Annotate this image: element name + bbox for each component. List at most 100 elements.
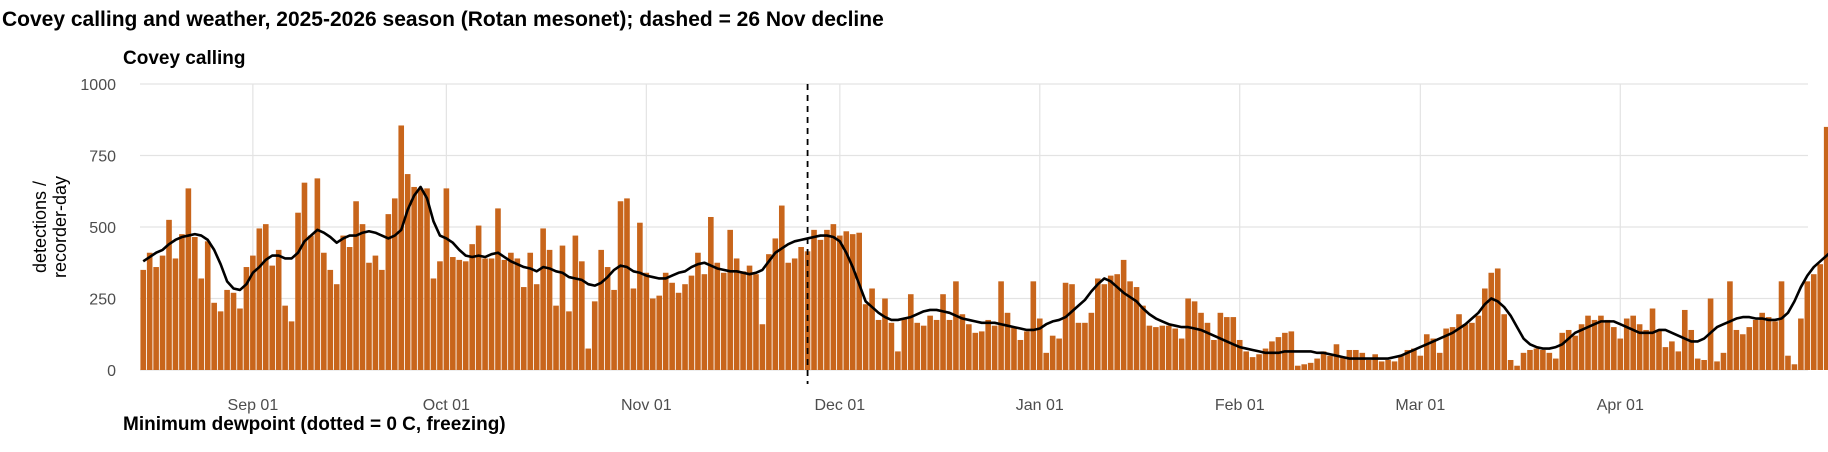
bar (837, 235, 843, 370)
bar (1095, 278, 1101, 370)
bar (1501, 314, 1507, 370)
bar (1004, 312, 1011, 370)
bar (914, 322, 921, 370)
bar (262, 224, 269, 370)
bar (1636, 324, 1643, 370)
bar (1598, 315, 1604, 370)
bar (488, 258, 495, 370)
bar (579, 261, 585, 370)
bar (1320, 351, 1327, 370)
bar (1378, 361, 1385, 370)
bar (1224, 317, 1230, 370)
bar (1578, 324, 1585, 370)
bar (740, 271, 746, 370)
bar (959, 314, 966, 370)
bar (1243, 351, 1249, 370)
bar (482, 258, 488, 370)
bar (1140, 305, 1146, 370)
bar (727, 229, 733, 370)
trend-line (142, 185, 1828, 360)
bar (888, 322, 895, 370)
bar (940, 294, 946, 370)
bar (282, 305, 288, 370)
bar (1017, 339, 1024, 370)
bar (791, 258, 798, 370)
bar (1798, 318, 1804, 370)
bar (456, 259, 463, 370)
bar (1611, 327, 1617, 370)
bar (895, 351, 901, 370)
bar (753, 274, 759, 370)
bar (1082, 322, 1088, 370)
bar (985, 319, 991, 370)
bar (662, 272, 669, 370)
bar (411, 186, 417, 370)
bar (1475, 315, 1482, 370)
bar (1049, 335, 1056, 370)
bar (1514, 365, 1520, 370)
bar (1785, 355, 1791, 370)
axes: 0 250 500 750 1000 Sep 01 Oct 01 Nov 01 Dec 01 Ja… (30, 77, 1644, 414)
bar (966, 324, 972, 370)
bar (611, 289, 617, 370)
bar (559, 245, 566, 370)
bar (1307, 362, 1314, 370)
bar (1656, 329, 1662, 370)
bar (598, 249, 604, 370)
bar (1623, 318, 1630, 370)
x-tick-label: Nov 01 (621, 397, 672, 414)
bar (933, 319, 940, 370)
bar (295, 212, 301, 370)
y-tick-label: 0 (107, 363, 116, 380)
bar (1436, 352, 1443, 370)
bar (759, 324, 766, 370)
bar (624, 198, 630, 370)
bar (321, 252, 327, 370)
bar (1423, 334, 1430, 370)
bar (1604, 319, 1611, 370)
bar (424, 188, 430, 370)
bar (501, 259, 508, 370)
line-series (142, 185, 1828, 360)
bar (733, 258, 740, 370)
bar (1191, 301, 1198, 370)
bar (185, 188, 192, 370)
bar (1062, 282, 1069, 370)
bar (250, 255, 256, 370)
bar (875, 319, 882, 370)
bar (1256, 354, 1262, 370)
bar (1740, 334, 1746, 370)
bar (604, 267, 611, 370)
bar (778, 205, 785, 370)
bar (1333, 344, 1340, 370)
bar (766, 254, 772, 370)
bar (179, 234, 185, 370)
bar (146, 252, 153, 370)
bar (1114, 274, 1120, 370)
bar (720, 272, 727, 370)
x-tick-label: Sep 01 (228, 397, 279, 414)
bar (669, 282, 675, 370)
bar (1533, 348, 1540, 370)
bar (1372, 354, 1378, 370)
bar (314, 178, 321, 370)
bar (443, 188, 450, 370)
bar (1688, 329, 1695, 370)
bar (1669, 341, 1675, 370)
bar (708, 216, 714, 370)
bar (172, 258, 179, 370)
bar (1540, 349, 1546, 370)
bar (1127, 281, 1133, 370)
bar (1733, 329, 1740, 370)
bar (514, 258, 521, 370)
bar (1804, 281, 1811, 370)
bar (430, 278, 437, 370)
bar (333, 284, 340, 370)
bar (1217, 312, 1224, 370)
bar (643, 272, 650, 370)
bar (772, 238, 779, 370)
bar (327, 269, 334, 370)
bar (1294, 365, 1301, 370)
bar (546, 249, 553, 370)
bar (1449, 327, 1456, 370)
